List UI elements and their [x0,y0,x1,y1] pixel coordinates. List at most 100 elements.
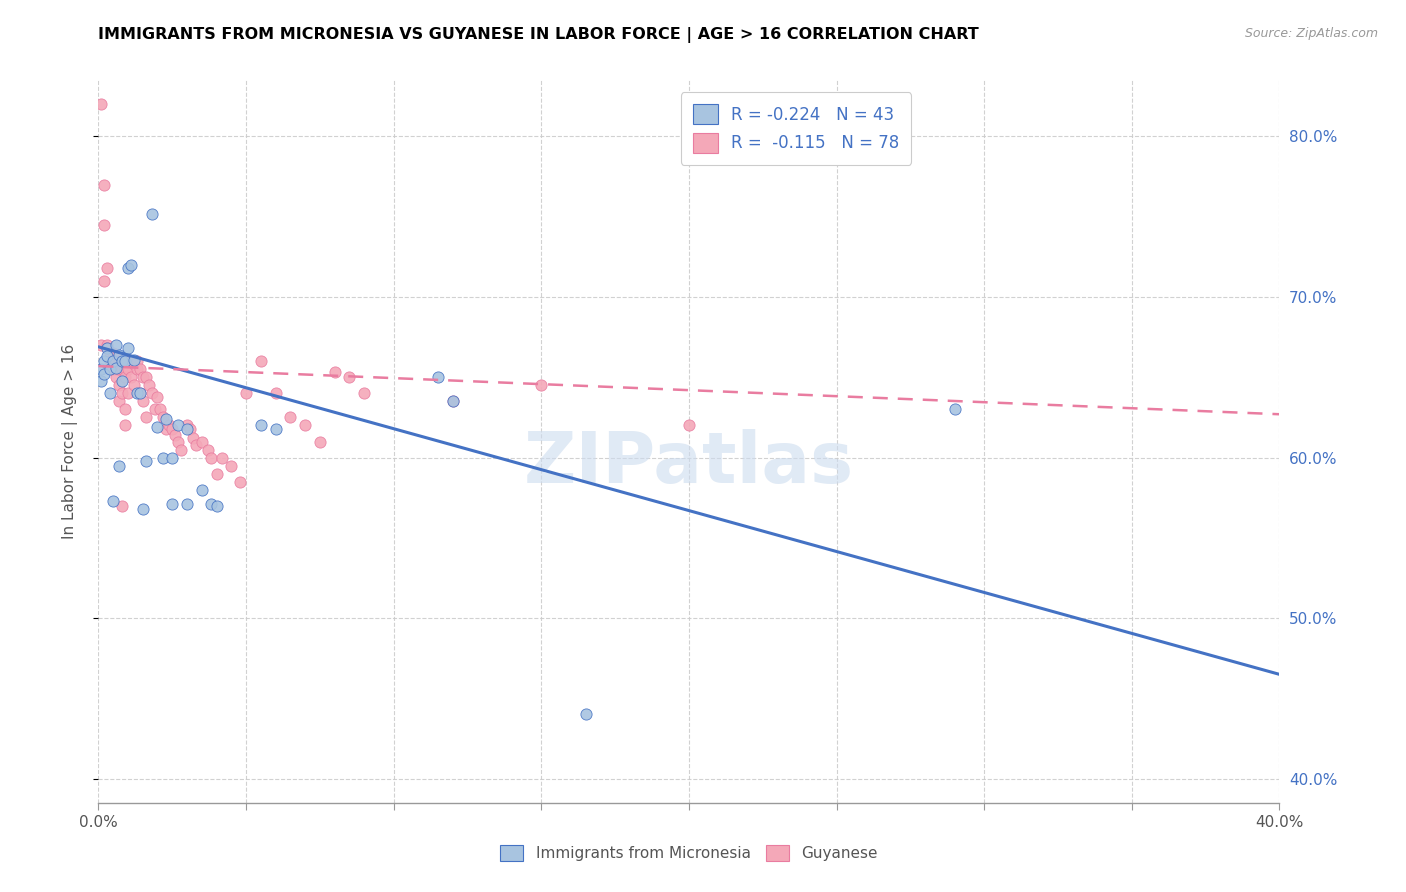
Legend: Immigrants from Micronesia, Guyanese: Immigrants from Micronesia, Guyanese [495,839,883,867]
Point [197,442,219,457]
Point [117,362,139,376]
Point [176,422,198,436]
Point [176,497,198,511]
Point [264,422,287,436]
Text: ZIPatlas: ZIPatlas [524,429,853,498]
Point [211,450,233,465]
Point [441,394,464,409]
Point [141,386,163,401]
Point [132,370,155,384]
Point [250,354,273,368]
Point [93,218,115,232]
Point [191,434,214,449]
Point [98,354,121,368]
Point [105,362,128,376]
Point [108,394,131,409]
Point [323,366,346,380]
Point [441,394,464,409]
Point [98,346,121,360]
Point [191,483,214,497]
Point [122,378,145,392]
Point [103,354,125,368]
Point [105,370,128,384]
Point [152,410,174,425]
Point [128,362,150,376]
Point [114,354,136,368]
Point [205,499,228,513]
Point [93,274,115,288]
Point [111,362,134,376]
Point [135,370,157,384]
Point [93,367,115,381]
Point [152,450,174,465]
Point [128,386,150,401]
Point [157,418,180,433]
Point [235,386,257,401]
Point [103,354,125,368]
Point [184,438,207,452]
Point [155,422,177,436]
Point [108,348,131,362]
Point [96,342,118,356]
Point [125,354,148,368]
Point [90,97,112,112]
Point [200,497,222,511]
Point [132,394,155,409]
Point [575,707,598,722]
Point [117,261,139,276]
Point [122,352,145,367]
Point [93,354,115,368]
Point [114,362,136,376]
Y-axis label: In Labor Force | Age > 16: In Labor Force | Age > 16 [62,344,77,539]
Point [146,390,169,404]
Point [120,258,142,272]
Point [176,418,198,433]
Point [98,362,121,376]
Point [103,362,125,376]
Point [90,374,112,388]
Text: IMMIGRANTS FROM MICRONESIA VS GUYANESE IN LABOR FORCE | AGE > 16 CORRELATION CHA: IMMIGRANTS FROM MICRONESIA VS GUYANESE I… [98,27,979,43]
Point [138,378,160,392]
Point [120,370,142,384]
Point [280,410,302,425]
Point [114,370,136,384]
Point [155,412,177,426]
Point [108,354,131,368]
Point [96,261,118,276]
Point [105,360,128,375]
Point [111,354,134,368]
Point [103,494,125,508]
Point [943,402,966,417]
Point [105,338,128,352]
Point [146,420,169,434]
Point [309,434,332,449]
Point [98,386,121,401]
Point [221,458,243,473]
Point [229,475,252,489]
Point [96,350,118,364]
Point [205,467,228,481]
Text: Source: ZipAtlas.com: Source: ZipAtlas.com [1244,27,1378,40]
Point [90,362,112,376]
Point [103,346,125,360]
Point [353,386,375,401]
Point [339,370,361,384]
Point [149,402,172,417]
Point [294,418,316,433]
Point [93,178,115,192]
Point [125,362,148,376]
Point [141,206,163,220]
Point [122,358,145,372]
Point [125,386,148,401]
Point [114,418,136,433]
Point [162,422,183,436]
Point [105,354,128,368]
Point [108,362,131,376]
Point [162,497,183,511]
Point [181,431,204,445]
Point [111,354,134,368]
Point [111,499,134,513]
Point [96,338,118,352]
Point [90,338,112,352]
Point [132,502,155,516]
